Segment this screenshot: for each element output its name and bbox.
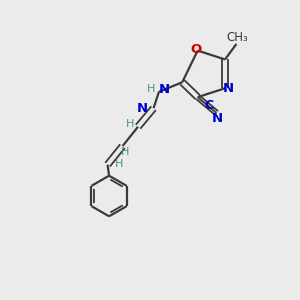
Text: N: N <box>137 102 148 115</box>
Text: N: N <box>223 82 234 95</box>
Text: H: H <box>125 119 134 129</box>
Text: O: O <box>190 43 202 56</box>
Text: CH₃: CH₃ <box>226 31 248 44</box>
Text: H: H <box>147 84 156 94</box>
Text: H: H <box>115 159 123 169</box>
Text: C: C <box>205 99 214 112</box>
Text: H: H <box>121 146 130 157</box>
Text: N: N <box>212 112 223 125</box>
Text: N: N <box>158 83 169 96</box>
